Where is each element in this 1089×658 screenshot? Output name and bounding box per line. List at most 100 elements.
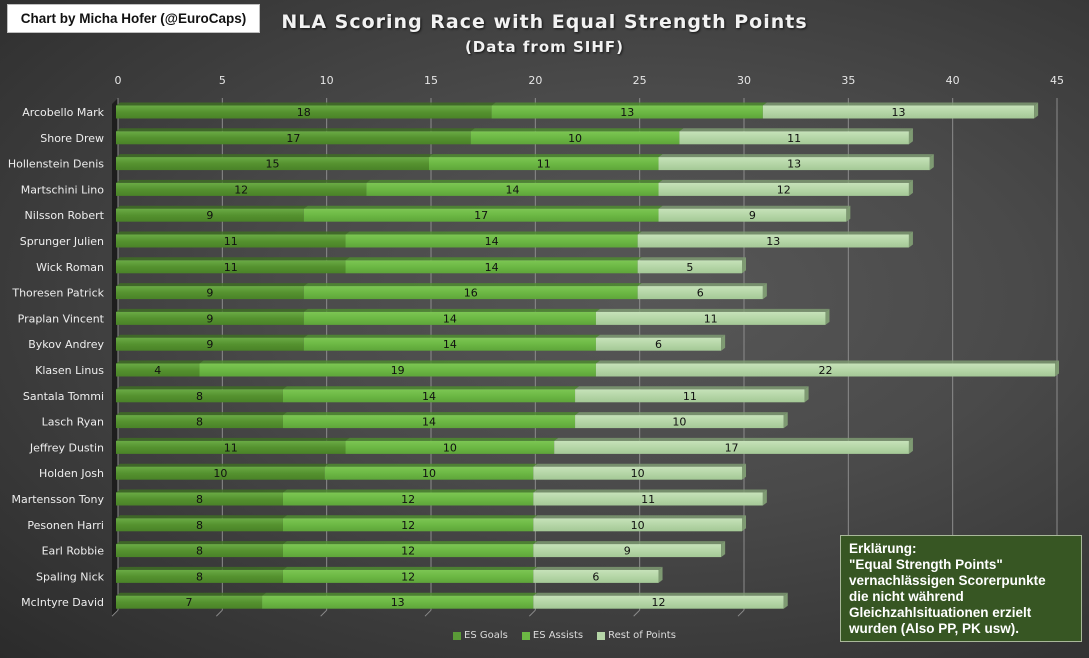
legend-item-es-assists[interactable]: ES Assists xyxy=(521,630,583,641)
rest-of-points-bar-top xyxy=(575,386,809,390)
rest-of-points-bar-top xyxy=(533,489,767,493)
rest-of-points-bar[interactable] xyxy=(637,234,909,248)
rest-of-points-bar-top xyxy=(658,154,934,158)
es-assists-bar[interactable] xyxy=(282,569,534,583)
x-tick-label: 10 xyxy=(320,74,334,87)
rest-of-points-bar[interactable] xyxy=(533,518,742,532)
bar-end-cap xyxy=(908,179,913,196)
es-assists-bar[interactable] xyxy=(303,337,596,351)
rest-of-points-bar[interactable] xyxy=(679,131,909,145)
rest-of-points-bar[interactable] xyxy=(595,311,826,325)
rest-of-points-bar[interactable] xyxy=(533,569,659,583)
es-assists-bar[interactable] xyxy=(345,260,638,274)
es-assists-bar[interactable] xyxy=(491,105,763,119)
category-label: Martschini Lino xyxy=(21,183,105,196)
es-goals-bar-top xyxy=(116,205,308,209)
es-goals-bar[interactable] xyxy=(116,260,346,274)
es-goals-bar[interactable] xyxy=(116,569,283,583)
data-label: 10 xyxy=(672,416,686,429)
es-assists-bar[interactable] xyxy=(303,208,659,222)
es-goals-bar-top xyxy=(116,592,267,596)
rest-of-points-bar[interactable] xyxy=(595,337,722,351)
es-goals-bar[interactable] xyxy=(116,208,304,222)
x-tick-label: 20 xyxy=(528,74,542,87)
es-assists-bar[interactable] xyxy=(470,131,680,145)
data-label: 8 xyxy=(196,545,203,558)
rest-of-points-bar[interactable] xyxy=(637,260,742,274)
es-goals-bar[interactable] xyxy=(116,311,304,325)
es-goals-bar[interactable] xyxy=(116,337,304,351)
rest-of-points-bar-top xyxy=(762,102,1039,106)
rest-of-points-bar[interactable] xyxy=(533,466,742,480)
data-label: 12 xyxy=(401,493,415,506)
rest-of-points-bar-top xyxy=(533,463,746,467)
es-goals-bar[interactable] xyxy=(116,363,200,377)
es-goals-bar[interactable] xyxy=(116,595,263,609)
data-label: 14 xyxy=(422,416,436,429)
data-label: 8 xyxy=(196,390,203,403)
es-goals-bar[interactable] xyxy=(116,466,325,480)
es-goals-bar[interactable] xyxy=(116,234,346,248)
rest-of-points-bar[interactable] xyxy=(637,286,763,300)
es-assists-bar[interactable] xyxy=(324,466,534,480)
es-assists-bar-top xyxy=(282,515,538,519)
es-goals-bar[interactable] xyxy=(116,544,283,558)
es-assists-bar-top xyxy=(429,154,663,158)
es-assists-bar[interactable] xyxy=(345,440,555,454)
es-assists-bar[interactable] xyxy=(345,234,638,248)
rest-of-points-bar[interactable] xyxy=(658,157,930,171)
data-label: 17 xyxy=(286,132,300,145)
rest-of-points-bar[interactable] xyxy=(658,208,847,222)
rest-of-points-bar-top xyxy=(554,437,913,441)
es-assists-bar[interactable] xyxy=(303,286,638,300)
plot-wall xyxy=(112,98,118,617)
legend-item-es-goals[interactable]: ES Goals xyxy=(453,630,508,641)
es-goals-bar[interactable] xyxy=(116,518,283,532)
es-goals-bar[interactable] xyxy=(116,131,471,145)
es-assists-bar[interactable] xyxy=(282,389,576,403)
rest-of-points-bar[interactable] xyxy=(575,415,784,429)
category-label: Praplan Vincent xyxy=(18,312,105,325)
es-assists-bar[interactable] xyxy=(303,311,596,325)
es-assists-bar[interactable] xyxy=(282,544,534,558)
es-assists-bar[interactable] xyxy=(429,157,659,171)
explanation-note: Erklärung: "Equal Strength Points" verna… xyxy=(840,535,1082,642)
legend-item-rest-of-points[interactable]: Rest of Points xyxy=(597,630,676,641)
chart-credit: Chart by Micha Hofer (@EuroCaps) xyxy=(7,4,260,33)
category-label: Bykov Andrey xyxy=(28,338,104,351)
rest-of-points-bar[interactable] xyxy=(595,363,1055,377)
rest-of-points-bar[interactable] xyxy=(575,389,805,403)
es-assists-bar[interactable] xyxy=(282,518,534,532)
es-assists-bar[interactable] xyxy=(282,492,534,506)
note-line: wurden (Also PP, PK usw). xyxy=(849,621,1020,636)
rest-of-points-bar[interactable] xyxy=(554,440,909,454)
rest-of-points-bar[interactable] xyxy=(533,544,722,558)
rest-of-points-bar[interactable] xyxy=(658,182,909,196)
rest-of-points-bar[interactable] xyxy=(762,105,1035,119)
es-assists-bar[interactable] xyxy=(366,182,659,196)
x-tick-label: 40 xyxy=(946,74,960,87)
es-goals-bar[interactable] xyxy=(116,389,283,403)
es-goals-bar[interactable] xyxy=(116,157,429,171)
es-assists-bar[interactable] xyxy=(282,415,576,429)
data-label: 9 xyxy=(206,312,213,325)
es-goals-bar[interactable] xyxy=(116,492,283,506)
es-goals-bar[interactable] xyxy=(116,286,304,300)
category-label: Sprunger Julien xyxy=(20,235,104,248)
es-goals-bar[interactable] xyxy=(116,415,283,429)
data-label: 11 xyxy=(224,261,238,274)
gridline-floor xyxy=(633,609,641,617)
es-assists-bar[interactable] xyxy=(199,363,596,377)
plot-side-wall xyxy=(112,98,118,617)
rest-of-points-bar-top xyxy=(679,128,913,132)
es-goals-bar[interactable] xyxy=(116,105,492,119)
es-goals-bar-top xyxy=(116,154,433,158)
rest-of-points-bar-top xyxy=(595,360,1059,364)
es-assists-bar[interactable] xyxy=(262,595,534,609)
rest-of-points-bar[interactable] xyxy=(533,492,763,506)
es-goals-bar[interactable] xyxy=(116,182,367,196)
rest-of-points-bar[interactable] xyxy=(533,595,784,609)
category-label: Shore Drew xyxy=(40,132,104,145)
es-assists-bar-top xyxy=(345,257,642,261)
es-goals-bar[interactable] xyxy=(116,440,346,454)
